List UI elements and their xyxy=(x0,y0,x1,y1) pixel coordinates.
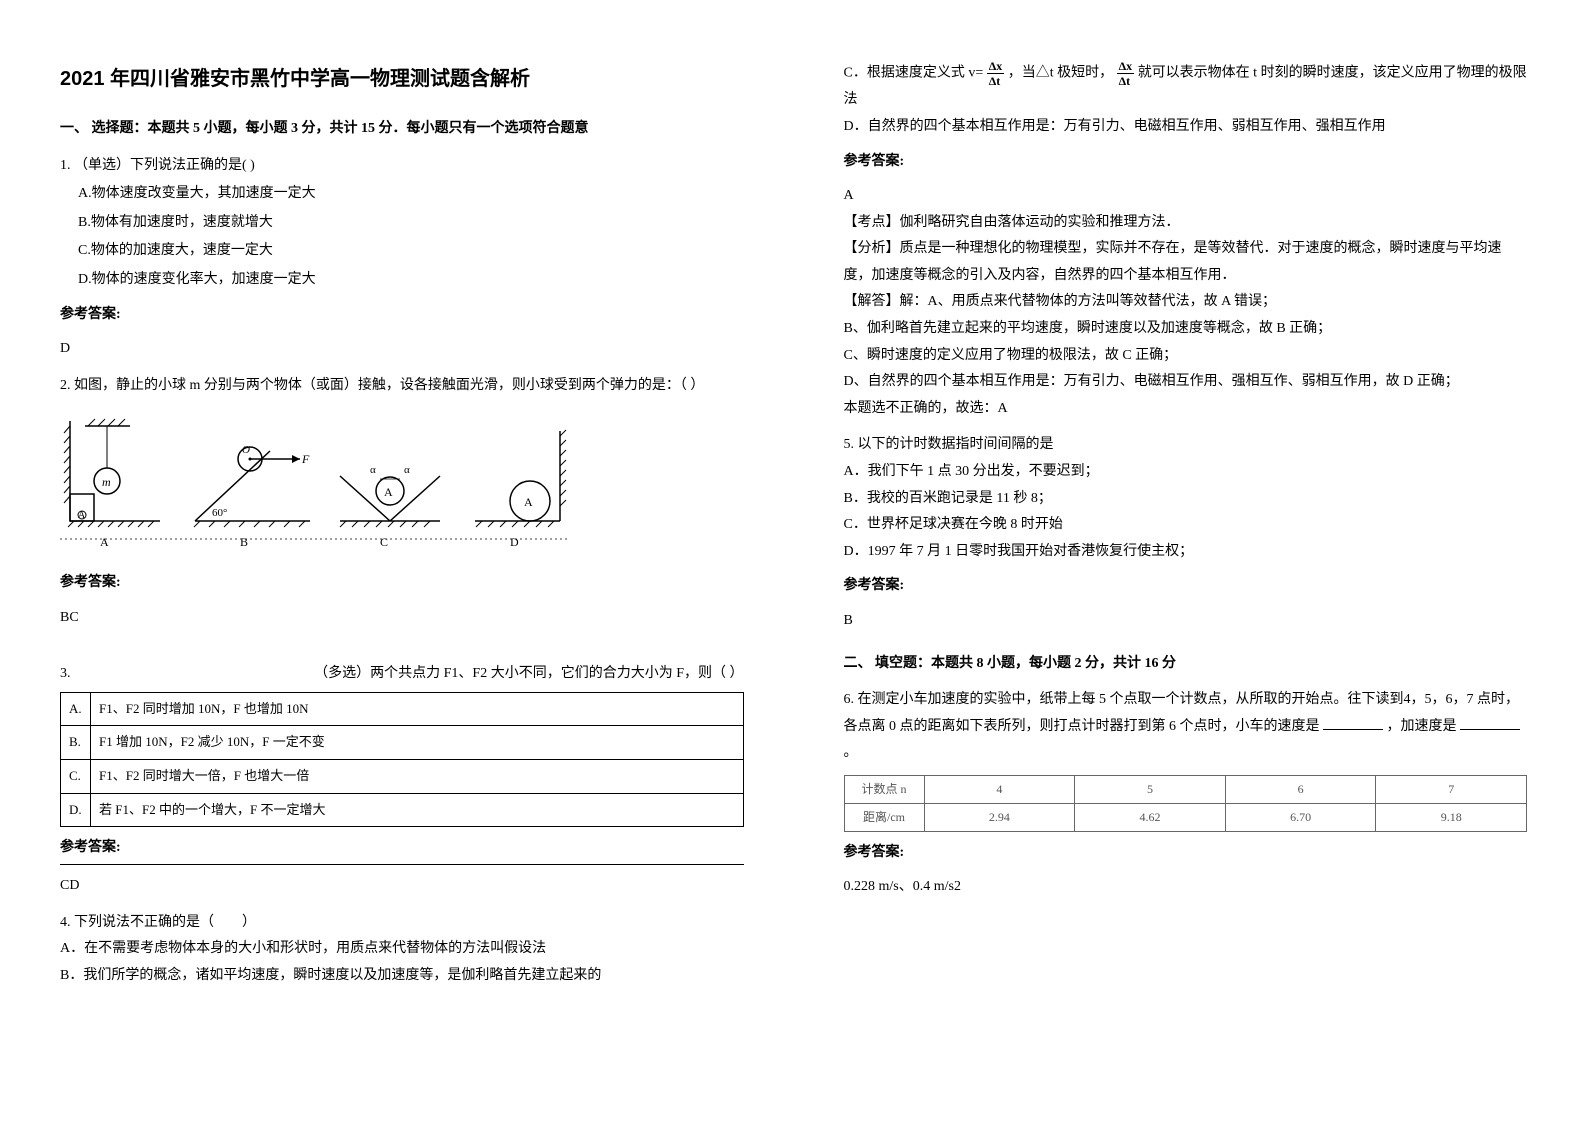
q4-opt-c: C．根据速度定义式 v= Δx Δt ，当△t 极短时， Δx Δt 就可以表示… xyxy=(844,60,1528,114)
fig2-o-label: O xyxy=(242,444,250,456)
q1-stem: 1. （单选）下列说法正确的是( ) xyxy=(60,153,744,180)
q4-expl-7: 本题选不正确的，故选：A xyxy=(844,396,1528,423)
q6-d0: 距离/cm xyxy=(844,803,924,831)
q5-answer-label: 参考答案: xyxy=(844,573,1528,600)
q3-c-label: C. xyxy=(61,760,91,794)
frac-num: Δx xyxy=(1117,60,1135,74)
table-row: B. F1 增加 10N，F2 减少 10N，F 一定不变 xyxy=(61,726,744,760)
fig2-d-a: A xyxy=(524,495,533,509)
q5-opt-b: B．我校的百米跑记录是 11 秒 8； xyxy=(844,486,1528,513)
fig2-m-label: m xyxy=(102,475,111,489)
q5-opt-a: A．我们下午 1 点 30 分出发，不要迟到； xyxy=(844,459,1528,486)
q6-h4: 7 xyxy=(1376,775,1527,803)
q6-stem-c: 。 xyxy=(844,745,858,760)
q1-answer-label: 参考答案: xyxy=(60,302,744,329)
q1-opt-c: C.物体的加速度大，速度一定大 xyxy=(78,238,744,265)
q6-stem: 6. 在测定小车加速度的实验中，纸带上每 5 个点取一个计数点，从所取的开始点。… xyxy=(844,687,1528,767)
q4-c-pre: C．根据速度定义式 v= xyxy=(844,66,987,81)
table-row: 计数点 n 4 5 6 7 xyxy=(844,775,1527,803)
q4-opt-d: D．自然界的四个基本相互作用是：万有引力、电磁相互作用、弱相互作用、强相互作用 xyxy=(844,114,1528,141)
q3-c-text: F1、F2 同时增大一倍，F 也增大一倍 xyxy=(91,760,744,794)
table-row: A. F1、F2 同时增加 10N，F 也增加 10N xyxy=(61,692,744,726)
q6-d4: 9.18 xyxy=(1376,803,1527,831)
q5-answer: B xyxy=(844,608,1528,635)
q6-answer-label: 参考答案: xyxy=(844,840,1528,867)
q3-a-text: F1、F2 同时增加 10N，F 也增加 10N xyxy=(91,692,744,726)
q4-opt-a: A．在不需要考虑物体本身的大小和形状时，用质点来代替物体的方法叫假设法 xyxy=(60,936,744,963)
q1-opt-d: D.物体的速度变化率大，加速度一定大 xyxy=(78,267,744,294)
section-2-heading: 二、 填空题：本题共 8 小题，每小题 2 分，共计 16 分 xyxy=(844,651,1528,678)
q6-h1: 4 xyxy=(924,775,1075,803)
q5-stem: 5. 以下的计时数据指时间间隔的是 xyxy=(844,432,1528,459)
q4-stem: 4. 下列说法不正确的是（ ） xyxy=(60,910,744,937)
q2-stem: 2. 如图，静止的小球 m 分别与两个物体（或面）接触，设各接触面光滑，则小球受… xyxy=(60,373,744,400)
q6-h2: 5 xyxy=(1075,775,1226,803)
q3-stem: （多选）两个共点力 F1、F2 大小不同，它们的合力大小为 F，则（ ） xyxy=(314,661,743,688)
q6-d2: 4.62 xyxy=(1075,803,1226,831)
q4-expl-4: B、伽利略首先建立起来的平均速度，瞬时速度以及加速度等概念，故 B 正确； xyxy=(844,316,1528,343)
q5-opt-d: D．1997 年 7 月 1 日零时我国开始对香港恢复行使主权； xyxy=(844,539,1528,566)
q1-answer: D xyxy=(60,336,744,363)
table-row: C. F1、F2 同时增大一倍，F 也增大一倍 xyxy=(61,760,744,794)
left-column: 2021 年四川省雅安市黑竹中学高一物理测试题含解析 一、 选择题：本题共 5 … xyxy=(0,0,794,1122)
svg-text:60°: 60° xyxy=(212,507,227,519)
fig2-c-a: A xyxy=(384,485,393,499)
q4-expl-1: 【考点】伽利略研究自由落体运动的实验和推理方法． xyxy=(844,210,1528,237)
section-1-heading: 一、 选择题：本题共 5 小题，每小题 3 分，共计 15 分．每小题只有一个选… xyxy=(60,116,744,143)
q4-expl-3: 【解答】解：A、用质点来代替物体的方法叫等效替代法，故 A 错误； xyxy=(844,289,1528,316)
q1-opt-a: A.物体速度改变量大，其加速度一定大 xyxy=(78,181,744,208)
fig2-f-label: F xyxy=(301,452,310,466)
q4-c-mid: ，当△t 极短时， xyxy=(1008,66,1113,81)
q6-d3: 6.70 xyxy=(1225,803,1376,831)
frac-den: Δt xyxy=(987,74,1005,87)
q4-expl-6: D、自然界的四个基本相互作用是：万有引力、电磁相互作用、强相互作、弱相互作用，故… xyxy=(844,369,1528,396)
q2-answer: BC xyxy=(60,605,744,632)
fig2-panel-b: B xyxy=(240,535,248,549)
fig2-panel-a: A xyxy=(100,535,109,549)
q3-d-text: 若 F1、F2 中的一个增大，F 不一定增大 xyxy=(91,793,744,827)
q4-expl-2: 【分析】质点是一种理想化的物理模型，实际并不存在，是等效替代．对于速度的概念，瞬… xyxy=(844,236,1528,289)
frac-num: Δx xyxy=(987,60,1005,74)
page-title: 2021 年四川省雅安市黑竹中学高一物理测试题含解析 xyxy=(60,60,744,98)
fig2-panel-c: C xyxy=(380,535,388,549)
q3-answer: CD xyxy=(60,873,744,900)
q4-expl-5: C、瞬时速度的定义应用了物理的极限法，故 C 正确； xyxy=(844,343,1528,370)
q6-d1: 2.94 xyxy=(924,803,1075,831)
q3-answer-label: 参考答案: xyxy=(60,835,744,865)
q3-num: 3. xyxy=(60,661,71,688)
frac-den: Δt xyxy=(1117,74,1135,87)
fraction-icon: Δx Δt xyxy=(987,60,1005,87)
q2-figure: m A xyxy=(60,411,744,562)
fraction-icon: Δx Δt xyxy=(1117,60,1135,87)
table-row: D. 若 F1、F2 中的一个增大，F 不一定增大 xyxy=(61,793,744,827)
q6-stem-b: ，加速度是 xyxy=(1387,719,1457,734)
q3-table: A. F1、F2 同时增加 10N，F 也增加 10N B. F1 增加 10N… xyxy=(60,692,744,828)
q2-answer-label: 参考答案: xyxy=(60,570,744,597)
q3-d-label: D. xyxy=(61,793,91,827)
blank-input xyxy=(1460,716,1520,730)
fig2-panel-d: D xyxy=(510,535,519,549)
q6-table: 计数点 n 4 5 6 7 距离/cm 2.94 4.62 6.70 9.18 xyxy=(844,775,1528,832)
q6-h0: 计数点 n xyxy=(844,775,924,803)
q4-answer: A xyxy=(844,183,1528,210)
fig2-c-alpha1: α xyxy=(370,464,376,476)
right-column: C．根据速度定义式 v= Δx Δt ，当△t 极短时， Δx Δt 就可以表示… xyxy=(794,0,1587,1122)
q5-opt-c: C．世界杯足球决赛在今晚 8 时开始 xyxy=(844,512,1528,539)
q3-a-label: A. xyxy=(61,692,91,726)
q3-b-label: B. xyxy=(61,726,91,760)
blank-input xyxy=(1323,716,1383,730)
fig2-a-wheel: A xyxy=(78,510,86,521)
q4-opt-b: B．我们所学的概念，诸如平均速度，瞬时速度以及加速度等，是伽利略首先建立起来的 xyxy=(60,963,744,990)
q3-b-text: F1 增加 10N，F2 减少 10N，F 一定不变 xyxy=(91,726,744,760)
fig2-c-alpha2: α xyxy=(404,464,410,476)
q6-h3: 6 xyxy=(1225,775,1376,803)
table-row: 距离/cm 2.94 4.62 6.70 9.18 xyxy=(844,803,1527,831)
q4-answer-label: 参考答案: xyxy=(844,149,1528,176)
q1-opt-b: B.物体有加速度时，速度就增大 xyxy=(78,210,744,237)
q6-answer: 0.228 m/s、0.4 m/s2 xyxy=(844,874,1528,901)
